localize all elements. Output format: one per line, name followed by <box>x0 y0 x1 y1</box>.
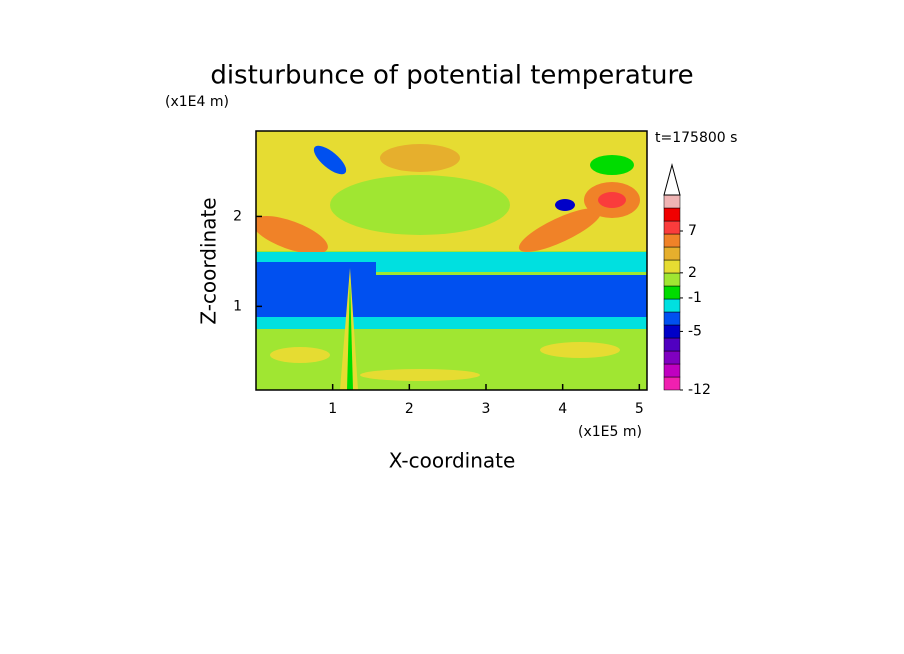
colorbar-swatch <box>663 233 681 248</box>
colorbar-swatch <box>663 298 681 313</box>
x-axis-label: X-coordinate <box>389 449 516 473</box>
y-tick-label: 1 <box>233 298 242 314</box>
colorbar-swatch <box>663 194 681 209</box>
colorbar-tick-label: -5 <box>688 323 702 339</box>
colorbar-swatch <box>663 220 681 235</box>
colorbar-swatch <box>663 311 681 326</box>
plot-frame <box>255 130 648 391</box>
x-tick-label: 2 <box>405 401 414 417</box>
x-tick-label: 4 <box>558 401 567 417</box>
colorbar-swatch <box>663 259 681 274</box>
colorbar-swatch <box>663 363 681 378</box>
colorbar-arrow <box>663 163 681 196</box>
colorbar-swatch <box>663 272 681 287</box>
x-tick-label: 5 <box>635 401 644 417</box>
colorbar-tick-label: -1 <box>688 290 702 306</box>
contour-field <box>256 131 647 390</box>
x-unit: (x1E5 m) <box>578 424 642 440</box>
colorbar-swatch <box>663 376 681 391</box>
colorbar-swatch <box>663 207 681 222</box>
x-tick-label: 3 <box>482 401 491 417</box>
colorbar-tick-label: -12 <box>688 382 711 398</box>
colorbar-swatch <box>663 246 681 261</box>
y-axis-label: Z-coordinate <box>197 197 221 324</box>
colorbar-swatch <box>663 337 681 352</box>
y-tick-label: 2 <box>233 208 242 224</box>
time-label: t=175800 s <box>655 130 737 146</box>
colorbar-tick-label: 2 <box>688 265 697 281</box>
colorbar-swatch <box>663 350 681 365</box>
x-tick-label: 1 <box>328 401 337 417</box>
colorbar-swatch <box>663 324 681 339</box>
colorbar-swatch <box>663 285 681 300</box>
y-unit: (x1E4 m) <box>165 94 229 110</box>
colorbar-tick-label: 7 <box>688 223 697 239</box>
chart-title: disturbunce of potential temperature <box>210 61 693 91</box>
